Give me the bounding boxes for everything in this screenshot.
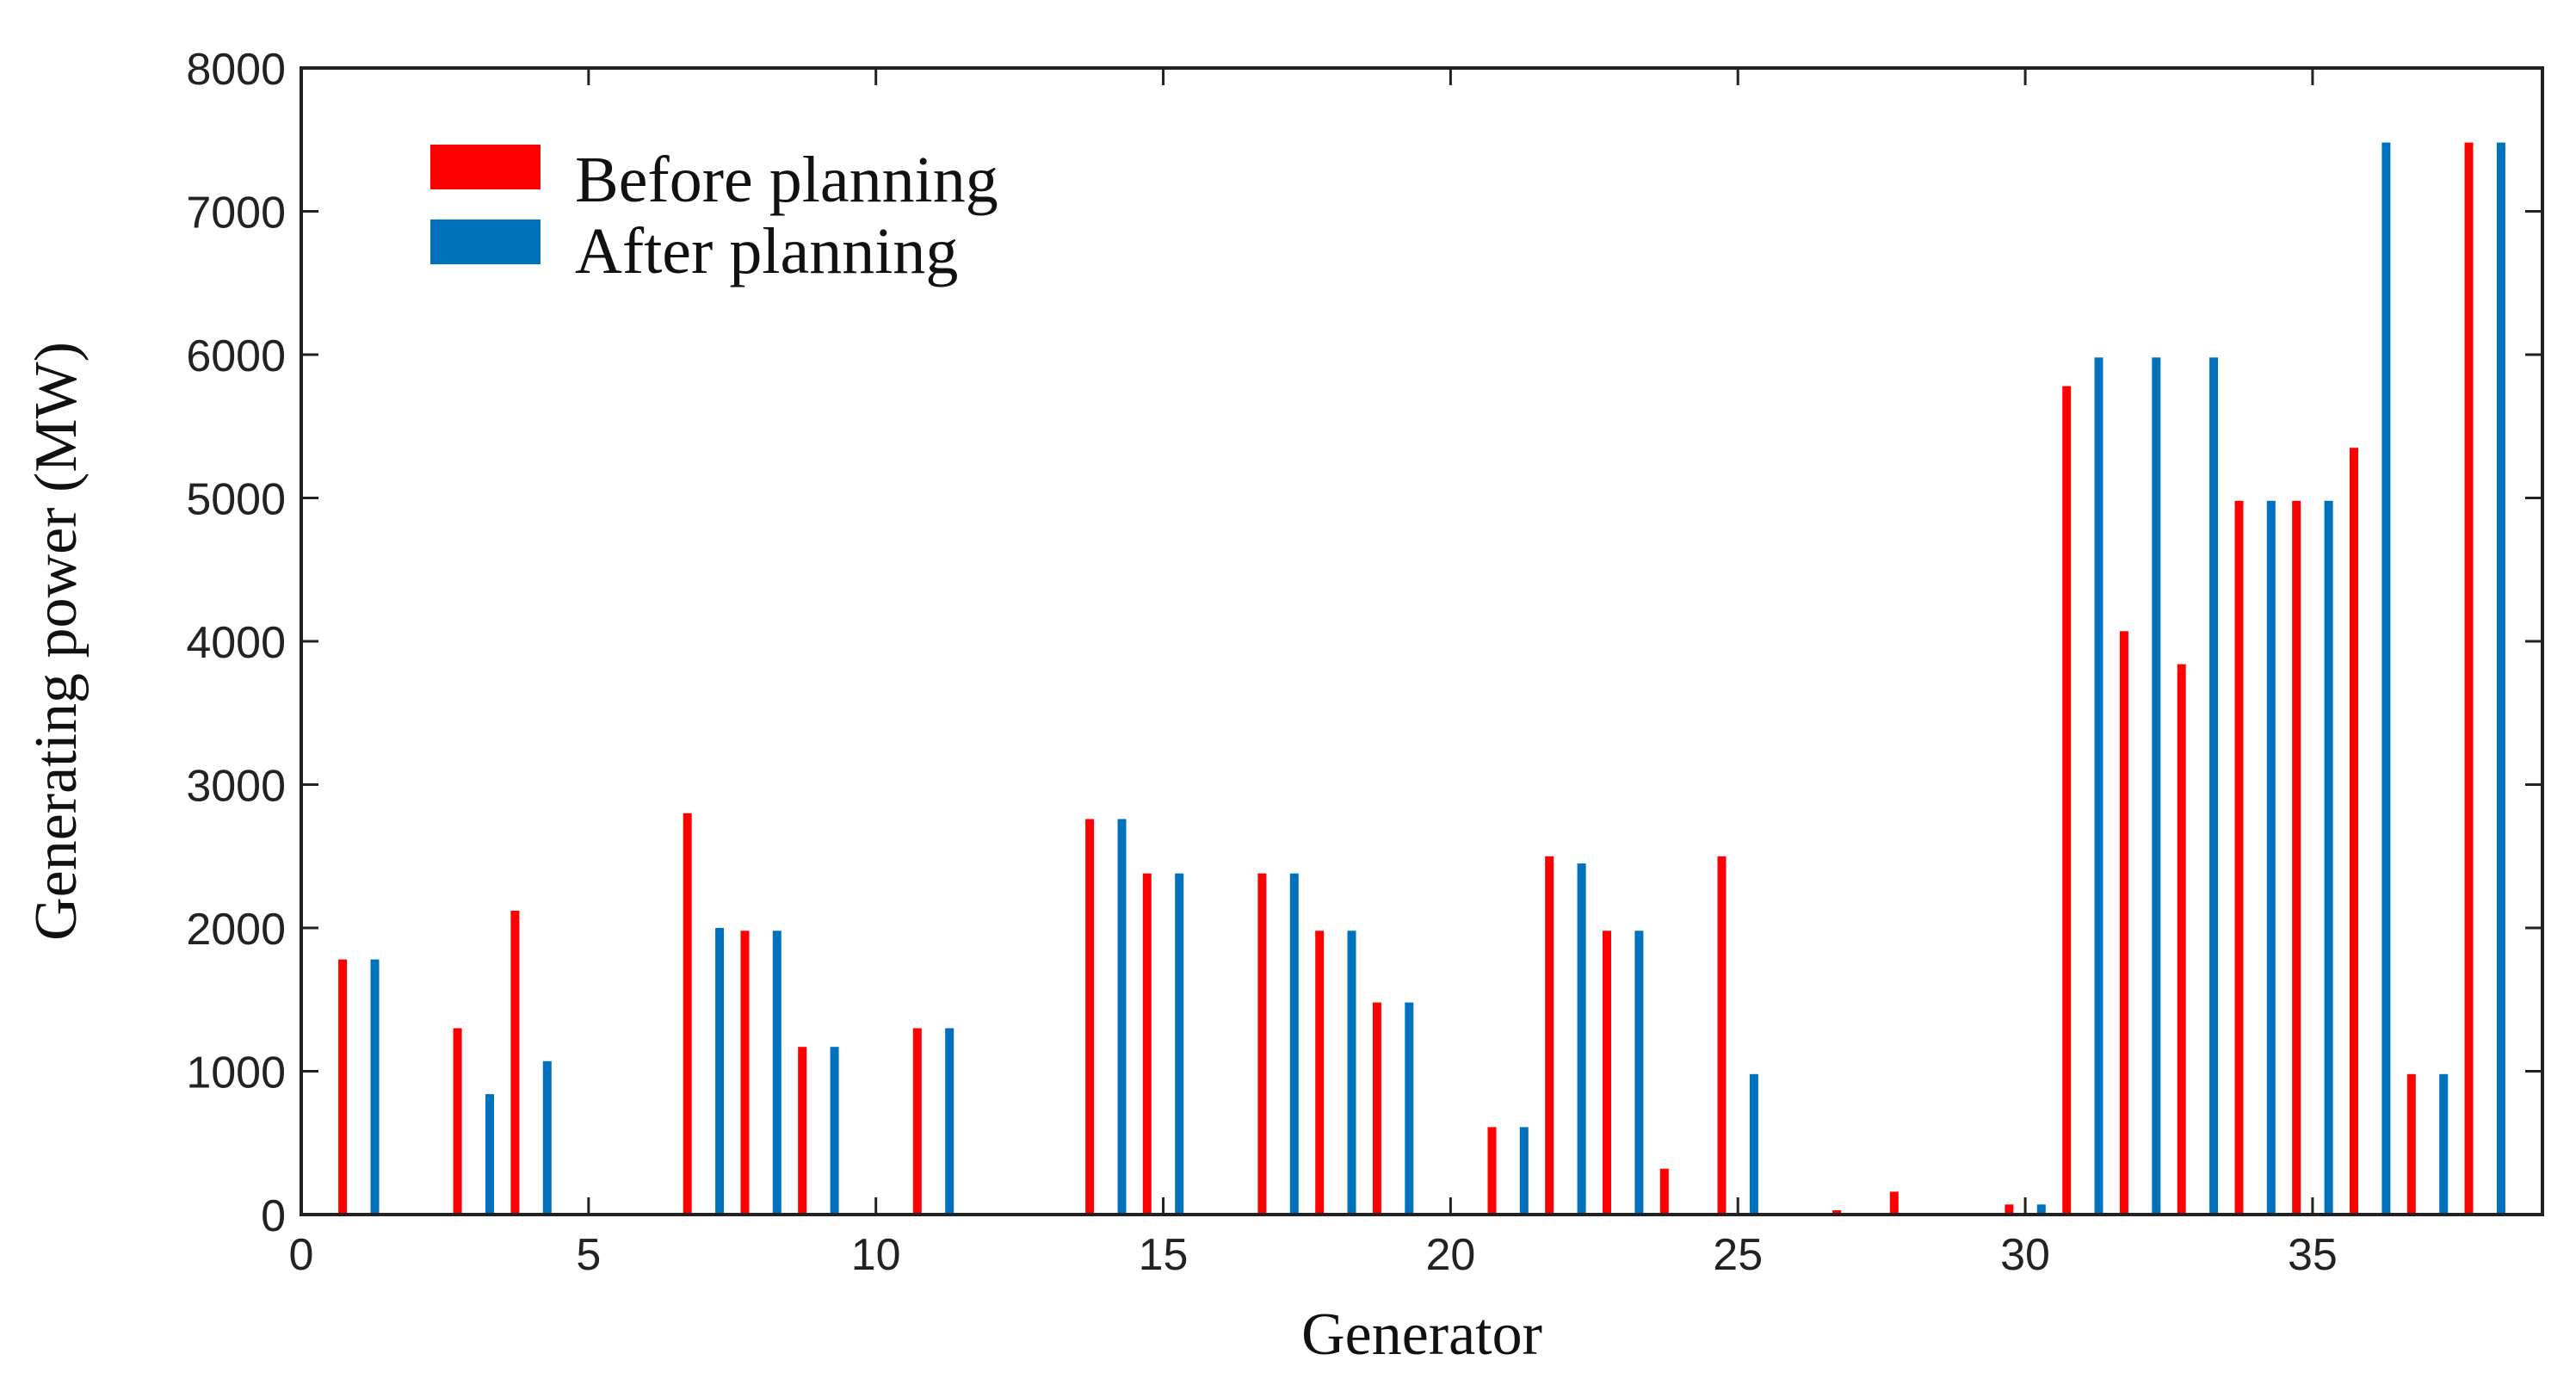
- bar-after-planning-gen-32: [2152, 357, 2161, 1215]
- bar-after-planning-gen-34: [2266, 500, 2276, 1215]
- legend-swatch-after-planning: [430, 219, 541, 264]
- bar-before-planning-gen-36: [2350, 448, 2358, 1215]
- bar-before-planning-gen-21: [1487, 1127, 1497, 1215]
- bar-before-planning-gen-28: [1889, 1191, 1899, 1215]
- bar-after-planning-gen-30: [2036, 1204, 2046, 1215]
- bar-before-planning-gen-24: [1659, 1168, 1669, 1215]
- bar-before-planning-gen-11: [912, 1028, 922, 1215]
- bar-before-planning-gen-31: [2062, 386, 2072, 1215]
- bar-after-planning-gen-18: [1347, 931, 1356, 1215]
- bar-after-planning-gen-8: [772, 931, 781, 1215]
- bar-before-planning-gen-37: [2406, 1073, 2416, 1215]
- ticks-layer: 0 5 10 15 20 25 30 35 0 1000 2000 3000 4000 5000 6000 7…: [186, 45, 2542, 1280]
- x-tick-label: 0: [289, 1230, 314, 1280]
- x-tick-label: 15: [1139, 1230, 1189, 1280]
- x-tick-label: 30: [2000, 1230, 2050, 1280]
- bar-before-planning-gen-8: [740, 931, 750, 1215]
- bar-before-planning-gen-30: [2005, 1204, 2014, 1215]
- x-tick-label: 5: [576, 1230, 601, 1280]
- bar-after-planning-gen-23: [1634, 931, 1644, 1215]
- x-tick-label: 25: [1713, 1230, 1763, 1280]
- legend: Before planning After planning: [430, 144, 998, 288]
- bar-before-planning-gen-35: [2292, 500, 2301, 1215]
- bar-before-planning-gen-25: [1717, 856, 1727, 1215]
- bar-after-planning-gen-7: [715, 928, 725, 1215]
- x-tick-label: 10: [851, 1230, 901, 1280]
- x-axis-title: Generator: [1301, 1302, 1542, 1368]
- legend-label-before-planning: Before planning: [575, 144, 998, 216]
- legend-label-after-planning: After planning: [575, 215, 958, 288]
- bar-before-planning-gen-19: [1372, 1002, 1381, 1215]
- bar-after-planning-gen-31: [2094, 357, 2103, 1215]
- y-tick-label: 2000: [186, 905, 286, 955]
- bar-before-planning-gen-27: [1832, 1210, 1842, 1215]
- bar-after-planning-gen-35: [2324, 500, 2333, 1215]
- bar-after-planning-gen-19: [1405, 1002, 1414, 1215]
- bar-before-planning-gen-9: [798, 1047, 807, 1215]
- y-tick-label: 0: [261, 1191, 286, 1241]
- bar-after-planning-gen-37: [2439, 1073, 2449, 1215]
- bar-before-planning-gen-23: [1603, 931, 1611, 1215]
- bar-after-planning-gen-15: [1175, 873, 1184, 1215]
- bar-before-planning-gen-22: [1545, 856, 1554, 1215]
- bar-after-planning-gen-33: [2209, 357, 2219, 1215]
- bar-after-planning-gen-3: [485, 1094, 494, 1215]
- y-tick-label: 8000: [186, 45, 286, 95]
- bar-after-planning-gen-1: [370, 959, 380, 1215]
- y-axis-title: Generating power (MW): [23, 342, 90, 941]
- bar-after-planning-gen-21: [1519, 1127, 1529, 1215]
- bar-before-planning-gen-17: [1257, 873, 1267, 1215]
- bar-before-planning-gen-15: [1142, 873, 1152, 1215]
- bar-after-planning-gen-36: [2381, 142, 2391, 1215]
- bar-after-planning-gen-22: [1577, 863, 1586, 1215]
- bar-after-planning-gen-9: [830, 1047, 839, 1215]
- bar-after-planning-gen-25: [1749, 1073, 1758, 1215]
- bar-before-planning-gen-33: [2177, 664, 2186, 1215]
- bar-before-planning-gen-3: [453, 1028, 462, 1215]
- y-tick-label: 7000: [186, 189, 286, 238]
- bar-before-planning-gen-32: [2119, 631, 2128, 1215]
- bar-before-planning-gen-34: [2234, 500, 2244, 1215]
- bar-before-planning-gen-38: [2464, 142, 2474, 1215]
- bar-before-planning-gen-7: [683, 813, 692, 1215]
- bar-before-planning-gen-4: [510, 911, 520, 1215]
- bar-after-planning-gen-14: [1117, 819, 1127, 1215]
- bar-after-planning-gen-17: [1289, 873, 1299, 1215]
- x-tick-label: 20: [1425, 1230, 1475, 1280]
- x-tick-label: 35: [2288, 1230, 2338, 1280]
- bar-after-planning-gen-11: [945, 1028, 954, 1215]
- y-tick-label: 5000: [186, 475, 286, 525]
- bars-layer: [338, 142, 2505, 1215]
- bar-before-planning-gen-14: [1085, 819, 1095, 1215]
- y-tick-label: 3000: [186, 762, 286, 812]
- y-tick-label: 4000: [186, 618, 286, 668]
- bar-after-planning-gen-38: [2496, 142, 2505, 1215]
- bar-before-planning-gen-18: [1315, 931, 1325, 1215]
- y-tick-label: 6000: [186, 331, 286, 381]
- legend-swatch-before-planning: [430, 145, 541, 189]
- bar-after-planning-gen-4: [542, 1060, 552, 1215]
- bar-before-planning-gen-1: [338, 959, 348, 1215]
- y-tick-label: 1000: [186, 1048, 286, 1098]
